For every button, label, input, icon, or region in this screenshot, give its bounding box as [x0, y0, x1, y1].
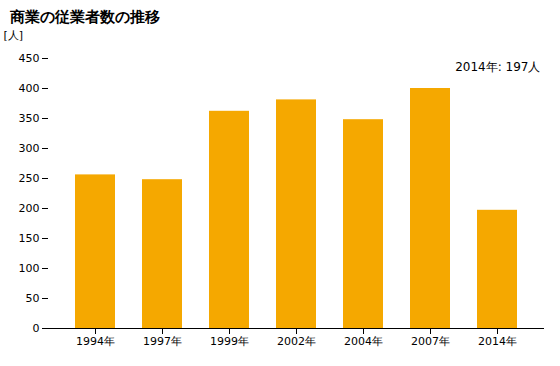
svg-text:0: 0 [33, 322, 40, 335]
svg-text:2004年: 2004年 [344, 335, 383, 348]
svg-text:2014年: 2014年 [478, 335, 517, 348]
svg-text:1994年: 1994年 [76, 335, 115, 348]
svg-text:350: 350 [19, 112, 40, 125]
svg-text:2007年: 2007年 [411, 335, 450, 348]
svg-text:2014年: 197人: 2014年: 197人 [455, 60, 540, 74]
svg-text:150: 150 [19, 232, 40, 245]
svg-text:[人]: [人] [4, 29, 24, 42]
svg-text:2002年: 2002年 [277, 335, 316, 348]
svg-text:450: 450 [19, 52, 40, 65]
svg-text:100: 100 [19, 262, 40, 275]
svg-text:300: 300 [19, 142, 40, 155]
svg-text:400: 400 [19, 82, 40, 95]
svg-text:1999年: 1999年 [210, 335, 249, 348]
html-text:商業の従業者数の推移: 商業の従業者数の推移 [10, 8, 160, 26]
svg-text:250: 250 [19, 172, 40, 185]
svg-text:50: 50 [26, 292, 40, 305]
svg-text:200: 200 [19, 202, 40, 215]
svg-text:1997年: 1997年 [143, 335, 182, 348]
